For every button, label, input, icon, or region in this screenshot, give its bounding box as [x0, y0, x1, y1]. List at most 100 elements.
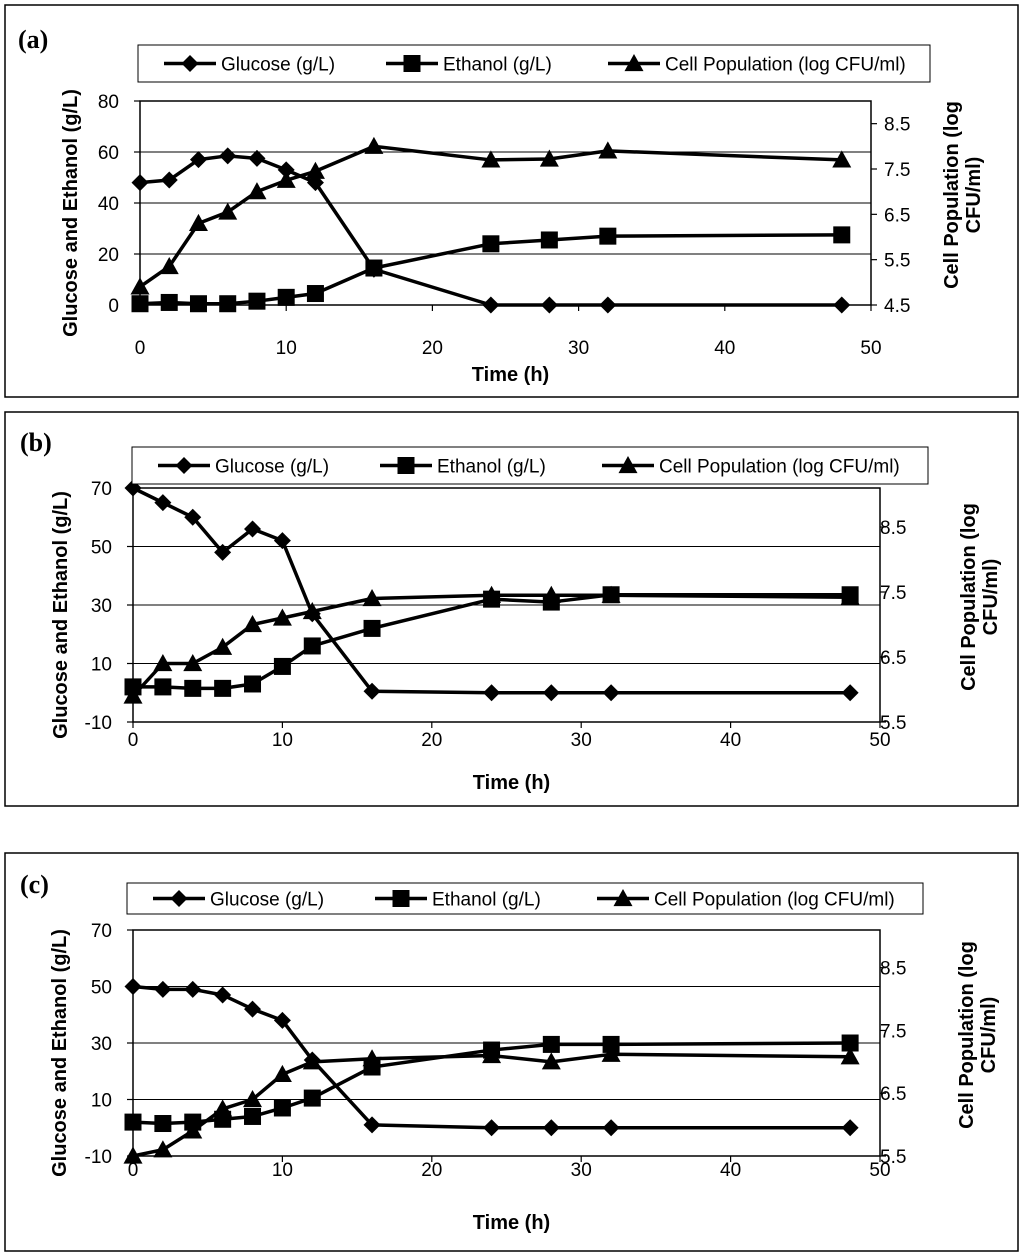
x-tick-label: 40 [720, 730, 741, 751]
y-axis-title: Glucose and Ethanol (g/L) [49, 929, 71, 1177]
series-diamond [124, 479, 859, 702]
x-tick-label: 30 [571, 730, 592, 751]
data-point-triangle [243, 1090, 263, 1108]
data-point-diamond [599, 296, 617, 314]
data-point-square [363, 619, 381, 637]
y2-tick-label: 5.5 [880, 713, 906, 734]
data-point-square [303, 637, 321, 655]
data-point-square [273, 657, 291, 675]
legend-marker-triangle [624, 54, 644, 72]
y2-tick-label: 8.5 [880, 959, 906, 980]
data-point-triangle [243, 615, 263, 633]
data-point-triangle [601, 585, 621, 603]
data-point-triangle [153, 1140, 173, 1158]
y2-axis-title: Cell Population (logCFU/ml) [958, 503, 1002, 691]
data-point-square [244, 675, 262, 693]
legend: Glucose (g/L) Ethanol (g/L) Cell Populatio… [137, 44, 931, 83]
y-axis-title: Glucose and Ethanol (g/L) [50, 491, 72, 739]
data-point-triangle [247, 182, 267, 200]
legend-label: Glucose (g/L) [221, 55, 335, 76]
data-point-triangle [123, 1146, 143, 1164]
data-point-triangle [130, 277, 150, 295]
data-point-square [189, 295, 207, 313]
data-point-diamond [154, 494, 172, 512]
data-point-square [833, 226, 851, 244]
x-tick-label: 50 [869, 730, 890, 751]
data-point-triangle [159, 256, 179, 275]
data-point-triangle [272, 1064, 292, 1082]
data-point-square [154, 678, 172, 696]
chart-panel-2: (b) 0 10 20 30 40 50 -10 10 30 50 70 5.5 6.5 7.5 8.5 Tim… [4, 411, 1019, 807]
data-point-square [599, 227, 617, 245]
series-diamond [131, 147, 851, 314]
legend: Glucose (g/L) Ethanol (g/L) Cell Populatio… [126, 882, 924, 915]
y-tick-label: 0 [108, 296, 119, 317]
y-tick-label: 60 [98, 143, 119, 164]
data-point-triangle [840, 1047, 860, 1065]
data-point-diamond [542, 1119, 560, 1137]
data-point-diamond [124, 978, 142, 995]
data-point-triangle [272, 608, 292, 626]
y-tick-label: 80 [98, 92, 119, 113]
y2-tick-label: 7.5 [880, 1021, 906, 1042]
data-point-square [542, 1035, 560, 1053]
data-point-diamond [244, 520, 262, 538]
data-point-triangle [305, 161, 325, 179]
x-axis-title: Time (h) [473, 772, 550, 794]
x-tick-label: 10 [272, 1160, 293, 1181]
data-point-square [277, 288, 295, 306]
legend-box [131, 446, 929, 485]
data-point-triangle [276, 170, 296, 188]
chart-panel-3: (c) 0 10 20 30 40 50 -10 10 30 50 70 5.5 6.5 7.5 8.5 Tim… [4, 852, 1019, 1252]
legend-marker-triangle [613, 889, 633, 907]
data-point-triangle [601, 1044, 621, 1062]
data-point-triangle [123, 686, 143, 704]
x-tick-label: 40 [720, 1160, 741, 1181]
y2-tick-label: 6.5 [884, 205, 910, 226]
data-point-square [365, 259, 383, 277]
data-point-triangle [302, 1052, 322, 1070]
series-line [132, 1052, 851, 1158]
data-point-diamond [184, 980, 202, 998]
data-point-triangle [364, 136, 384, 154]
data-point-square [131, 295, 149, 313]
x-axis-title: Time (h) [472, 364, 549, 386]
data-point-diamond [363, 682, 381, 700]
y-tick-label: -10 [85, 1147, 112, 1168]
data-point-diamond [277, 161, 295, 179]
data-point-diamond [482, 296, 500, 314]
y-tick-label: 30 [91, 1034, 112, 1055]
data-point-diamond [131, 174, 149, 192]
y2-tick-label: 8.5 [884, 115, 910, 136]
data-point-diamond [189, 151, 207, 169]
data-point-square [214, 679, 232, 697]
legend-marker-square [397, 457, 415, 474]
data-point-square [219, 295, 237, 313]
legend-box [126, 882, 924, 915]
x-tick-label: 10 [272, 730, 293, 751]
data-point-square [248, 292, 266, 310]
y2-axis-title: Cell Population (logCFU/ml) [956, 941, 1000, 1129]
series-triangle [123, 1044, 860, 1164]
data-point-diamond [219, 147, 237, 165]
y-tick-label: 10 [91, 655, 112, 676]
data-point-square [273, 1099, 291, 1117]
x-tick-label: 0 [128, 1160, 139, 1181]
x-tick-label: 40 [714, 338, 735, 359]
data-point-triangle [482, 1046, 502, 1064]
data-point-triangle [153, 654, 173, 672]
data-point-diamond [841, 684, 859, 702]
x-tick-label: 10 [276, 338, 297, 359]
data-point-diamond [244, 1000, 262, 1018]
legend-marker-square [392, 890, 410, 907]
x-tick-label: 20 [422, 338, 443, 359]
data-point-square [841, 1034, 859, 1052]
legend-label: Ethanol (g/L) [432, 890, 541, 911]
y-tick-label: 10 [91, 1091, 112, 1112]
data-point-diamond [214, 986, 232, 1004]
data-point-triangle [302, 602, 322, 620]
series-square [131, 226, 851, 313]
y2-tick-label: 6.5 [880, 1084, 906, 1105]
legend: Glucose (g/L) Ethanol (g/L) Cell Populatio… [131, 446, 929, 485]
data-point-square [184, 679, 202, 697]
